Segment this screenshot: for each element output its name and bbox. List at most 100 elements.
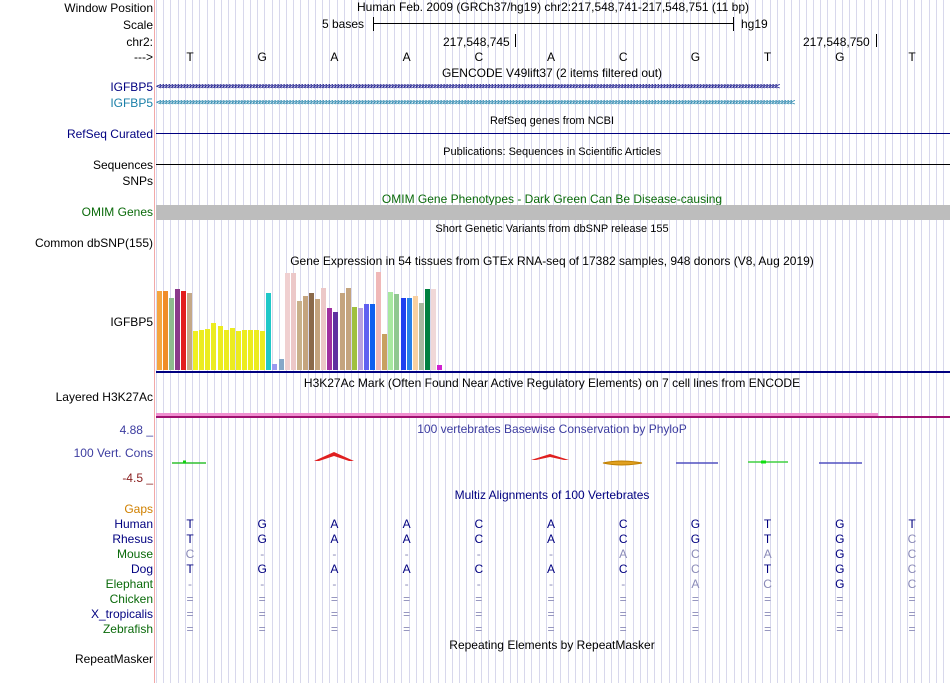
gtex-tissue-bar[interactable] [406, 297, 412, 370]
gtex-tissue-bar[interactable] [394, 293, 400, 370]
gtex-tissue-bar[interactable] [156, 290, 162, 370]
gtex-tissue-bar[interactable] [388, 291, 394, 370]
gencode-transcript-1[interactable]: <<<<<<<<<<<<<<<<<<<<<<<<<<<<<<<<<<<<<<<<… [156, 83, 780, 92]
multiz-base: C [691, 547, 700, 561]
grid-line [791, 0, 793, 683]
gtex-tissue-bar[interactable] [339, 292, 345, 370]
omim-feature[interactable] [156, 205, 950, 220]
phylop-plot[interactable] [156, 440, 950, 480]
track-label-gtex[interactable]: IGFBP5 [110, 315, 153, 329]
gtex-tissue-bar[interactable] [205, 329, 211, 370]
track-label-igfbp5-gencode[interactable]: IGFBP5 [110, 80, 153, 94]
gtex-tissue-bar[interactable] [302, 295, 308, 370]
gtex-tissue-bar[interactable] [217, 326, 223, 370]
gtex-tissue-bar[interactable] [180, 290, 186, 370]
multiz-species-label[interactable]: X_tropicalis [90, 607, 153, 621]
refseq-gene-line[interactable] [156, 133, 950, 134]
grid-line [661, 0, 663, 683]
track-label-repeatmasker[interactable]: RepeatMasker [74, 652, 153, 666]
gtex-tissue-bar[interactable] [187, 292, 193, 370]
gtex-tissue-bar[interactable] [400, 297, 406, 370]
gtex-tissue-bar[interactable] [284, 272, 290, 370]
multiz-base: C [474, 532, 484, 546]
gtex-tissue-bar[interactable] [351, 307, 357, 370]
track-label-omim[interactable]: OMIM Genes [81, 205, 153, 219]
track-label-dbsnp[interactable]: Common dbSNP(155) [34, 236, 153, 250]
gtex-tissue-bar[interactable] [241, 330, 247, 370]
grid-line [350, 0, 352, 683]
multiz-base: - [476, 577, 481, 591]
gtex-tissue-bar[interactable] [309, 292, 315, 370]
scale-text: 5 bases [322, 17, 365, 31]
multiz-base: = [836, 622, 844, 636]
multiz-base: C [691, 562, 700, 576]
grid-line [748, 0, 750, 683]
grid-line [719, 0, 721, 683]
multiz-title: Multiz Alignments of 100 Vertebrates [454, 488, 650, 502]
multiz-species-label[interactable]: Rhesus [112, 532, 153, 546]
track-label-gaps[interactable]: Gaps [124, 502, 153, 516]
gtex-tissue-bar[interactable] [296, 301, 302, 370]
gtex-tissue-bar[interactable] [431, 289, 437, 370]
gtex-tissue-bar[interactable] [174, 289, 180, 370]
gtex-tissue-bar[interactable] [266, 292, 272, 370]
ref-base: G [690, 50, 701, 64]
multiz-base: = [764, 622, 772, 636]
gtex-tissue-bar[interactable] [229, 328, 235, 370]
multiz-base: G [835, 577, 845, 591]
track-label-cons[interactable]: 100 Vert. Cons [73, 446, 153, 460]
multiz-species-label[interactable]: Zebrafish [102, 622, 153, 636]
gtex-tissue-bar[interactable] [345, 288, 351, 370]
gencode-transcript-2[interactable]: <<<<<<<<<<<<<<<<<<<<<<<<<<<<<<<<<<<<<<<<… [156, 99, 795, 108]
h3k27ac-title: H3K27Ac Mark (Often Found Near Active Re… [303, 376, 801, 390]
gtex-tissue-bar[interactable] [315, 298, 321, 370]
gtex-tissue-bar[interactable] [248, 330, 254, 370]
track-label-snps[interactable]: SNPs [122, 174, 153, 188]
multiz-base: G [835, 562, 845, 576]
multiz-base: A [691, 577, 700, 591]
gtex-tissue-bar[interactable] [235, 330, 241, 370]
gtex-tissue-bar[interactable] [437, 365, 443, 370]
multiz-species-label[interactable]: Dog [130, 562, 153, 576]
gtex-tissue-bar[interactable] [254, 330, 260, 370]
gtex-bar-chart[interactable] [156, 270, 536, 370]
grid-line [192, 0, 194, 683]
gtex-tissue-bar[interactable] [333, 311, 339, 370]
track-label-sequences[interactable]: Sequences [92, 158, 153, 172]
grid-line [459, 0, 461, 683]
gtex-tissue-bar[interactable] [278, 358, 284, 370]
gtex-tissue-bar[interactable] [370, 304, 376, 370]
multiz-species-label[interactable]: Human [114, 517, 153, 531]
gtex-tissue-bar[interactable] [199, 330, 205, 370]
gtex-tissue-bar[interactable] [321, 288, 327, 370]
sequences-line[interactable] [156, 164, 950, 165]
track-label-refseq[interactable]: RefSeq Curated [66, 127, 153, 141]
grid-line [387, 0, 389, 683]
gtex-tissue-bar[interactable] [272, 364, 278, 370]
h3k27ac-signal[interactable] [156, 413, 878, 417]
gtex-tissue-bar[interactable] [290, 272, 296, 370]
gtex-tissue-bar[interactable] [412, 295, 418, 370]
track-label-igfbp5-gencode-alt[interactable]: IGFBP5 [110, 96, 153, 110]
gtex-tissue-bar[interactable] [363, 304, 369, 370]
gtex-tissue-bar[interactable] [382, 333, 388, 370]
gtex-tissue-bar[interactable] [211, 323, 217, 370]
multiz-species-label[interactable]: Mouse [116, 547, 153, 561]
gtex-tissue-bar[interactable] [376, 271, 382, 370]
multiz-species-label[interactable]: Chicken [109, 592, 153, 606]
multiz-species-label[interactable]: Elephant [105, 577, 153, 591]
gtex-tissue-bar[interactable] [223, 330, 229, 370]
dbsnp-title: Short Genetic Variants from dbSNP releas… [435, 223, 669, 235]
gtex-tissue-bar[interactable] [418, 303, 424, 370]
gtex-tissue-bar[interactable] [162, 290, 168, 370]
gtex-tissue-bar[interactable] [357, 308, 363, 370]
gtex-tissue-bar[interactable] [424, 289, 430, 370]
gtex-tissue-bar[interactable] [168, 297, 174, 370]
track-label-h3k27ac[interactable]: Layered H3K27Ac [55, 390, 153, 404]
grid-line [784, 0, 786, 683]
multiz-base: C [907, 532, 917, 546]
gtex-tissue-bar[interactable] [260, 330, 266, 370]
coord-tick-label-2: 217,548,750 [803, 35, 870, 49]
gtex-tissue-bar[interactable] [327, 308, 333, 370]
gtex-tissue-bar[interactable] [193, 330, 199, 370]
